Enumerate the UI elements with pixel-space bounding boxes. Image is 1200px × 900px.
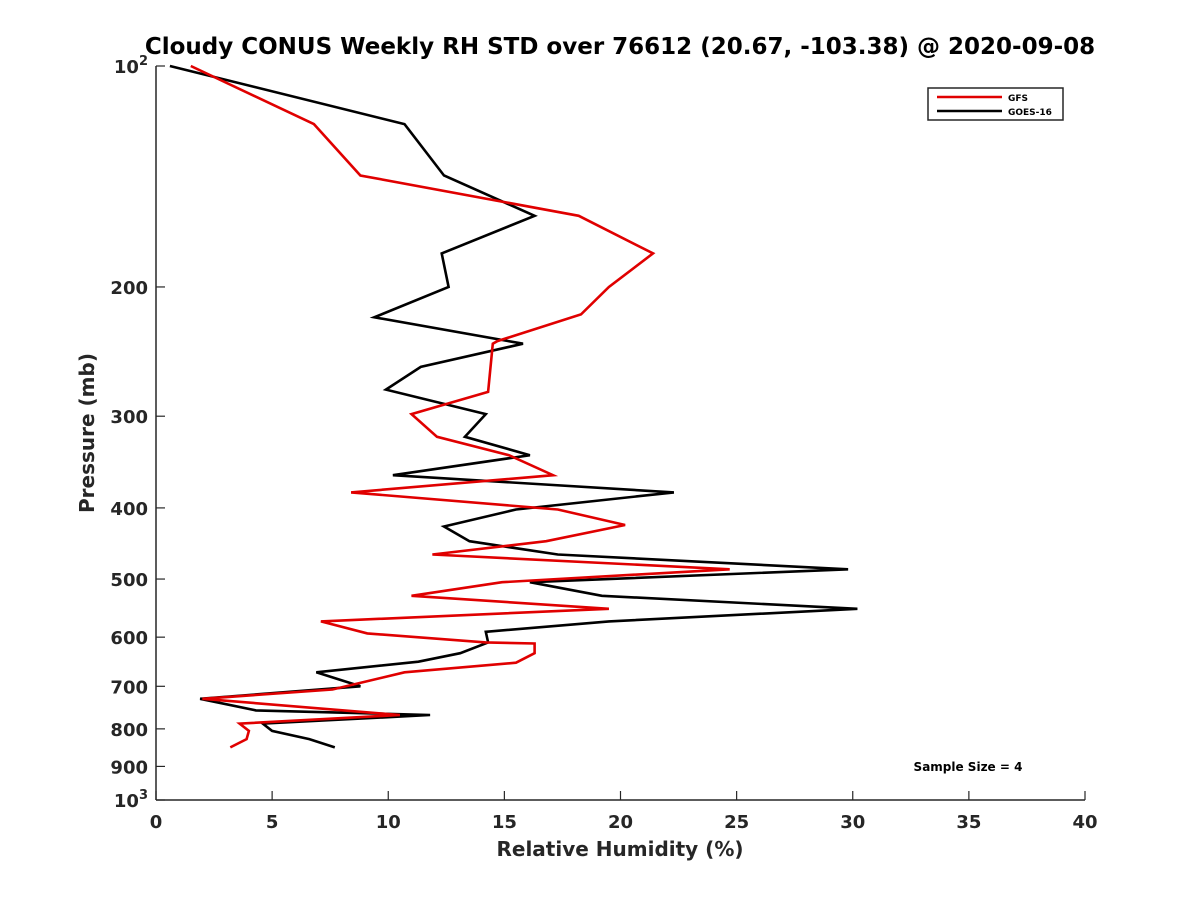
legend: GFS GOES-16	[927, 87, 1064, 121]
y-tick-label: 500	[110, 570, 148, 591]
y-tick-label: 102	[114, 54, 148, 78]
sample-size-annotation: Sample Size = 4	[914, 760, 1023, 774]
x-tick-label: 0	[150, 812, 163, 833]
x-tick-label: 5	[266, 812, 279, 833]
y-tick-label: 300	[110, 407, 148, 428]
x-axis-label: Relative Humidity (%)	[496, 837, 743, 861]
legend-label-gfs: GFS	[1008, 94, 1028, 104]
legend-label-goes16: GOES-16	[1008, 108, 1052, 118]
x-tick-label: 25	[724, 812, 749, 833]
y-tick-label: 700	[110, 677, 148, 698]
y-tick-label: 600	[110, 628, 148, 649]
chart-title: Cloudy CONUS Weekly RH STD over 76612 (2…	[145, 34, 1095, 60]
y-axis-label: Pressure (mb)	[75, 353, 99, 513]
x-tick-label: 30	[840, 812, 865, 833]
x-tick-label: 20	[608, 812, 633, 833]
x-tick-label: 35	[956, 812, 981, 833]
series-layer	[169, 64, 858, 749]
series-line-gfs	[190, 64, 730, 749]
x-tick-label: 15	[492, 812, 517, 833]
x-tick-label: 40	[1072, 812, 1097, 833]
y-tick-label: 103	[114, 788, 148, 812]
y-tick-label: 900	[110, 757, 148, 778]
legend-box	[927, 87, 1064, 121]
axes: 0 5 10 15 20 25 30 35 40 102 200 300 400 500 600 700 800…	[110, 54, 1097, 833]
y-tick-label: 200	[110, 278, 148, 299]
x-tick-label: 10	[376, 812, 401, 833]
y-tick-label: 400	[110, 499, 148, 520]
y-tick-label: 800	[110, 720, 148, 741]
series-line-goes16	[169, 64, 858, 749]
